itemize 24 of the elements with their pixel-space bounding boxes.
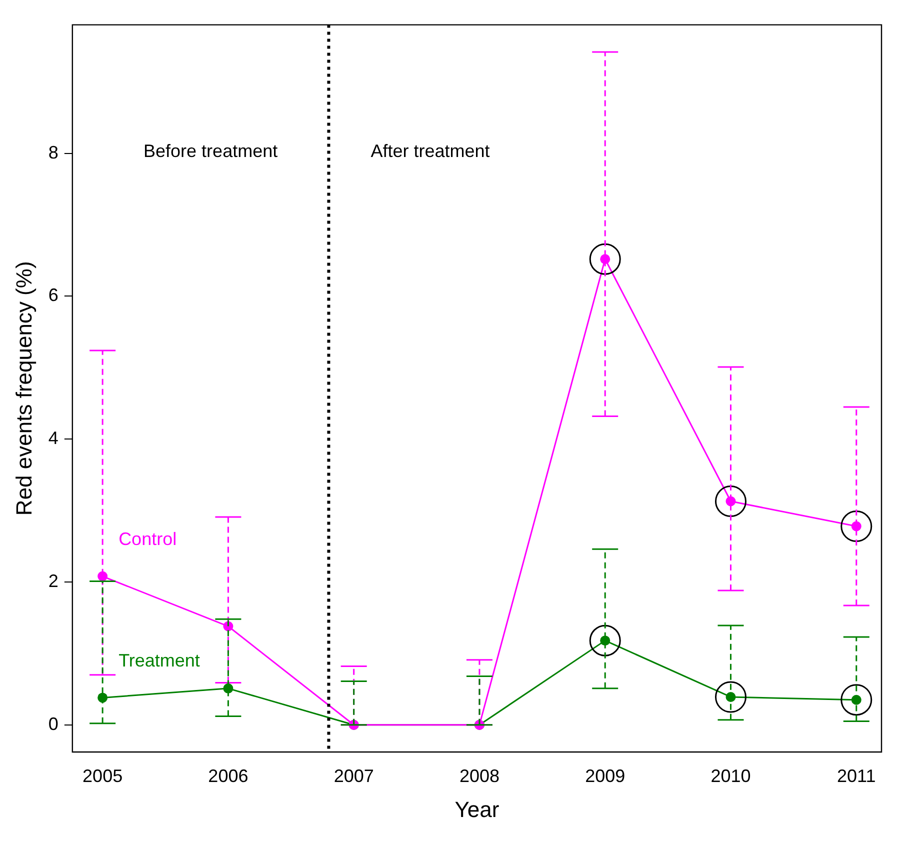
x-tick-label: 2009 <box>585 766 626 786</box>
annotation: Before treatment <box>144 141 278 162</box>
series-label: Control <box>118 529 177 550</box>
y-tick-label: 6 <box>48 285 58 306</box>
x-tick-label: 2007 <box>334 766 374 786</box>
x-tick-label: 2006 <box>208 766 248 786</box>
y-tick-label: 8 <box>48 142 58 162</box>
x-tick-label: 2008 <box>459 766 500 786</box>
y-tick-label: 2 <box>48 570 58 591</box>
y-tick-label: 0 <box>48 714 58 734</box>
series-label: Treatment <box>118 650 200 671</box>
point <box>840 510 872 542</box>
point <box>840 684 872 716</box>
x-tick-label: 2010 <box>710 766 751 786</box>
x-tick-label: 2005 <box>82 766 123 786</box>
point <box>589 243 621 275</box>
x-tick-label: 2011 <box>837 766 876 786</box>
x-axis-title: Year <box>454 796 500 822</box>
y-axis-title: Red events frequency (%) <box>11 261 36 516</box>
point <box>714 486 746 518</box>
point <box>714 681 746 713</box>
annotation: After treatment <box>370 141 490 162</box>
point <box>589 624 621 656</box>
y-tick-label: 4 <box>48 428 58 448</box>
